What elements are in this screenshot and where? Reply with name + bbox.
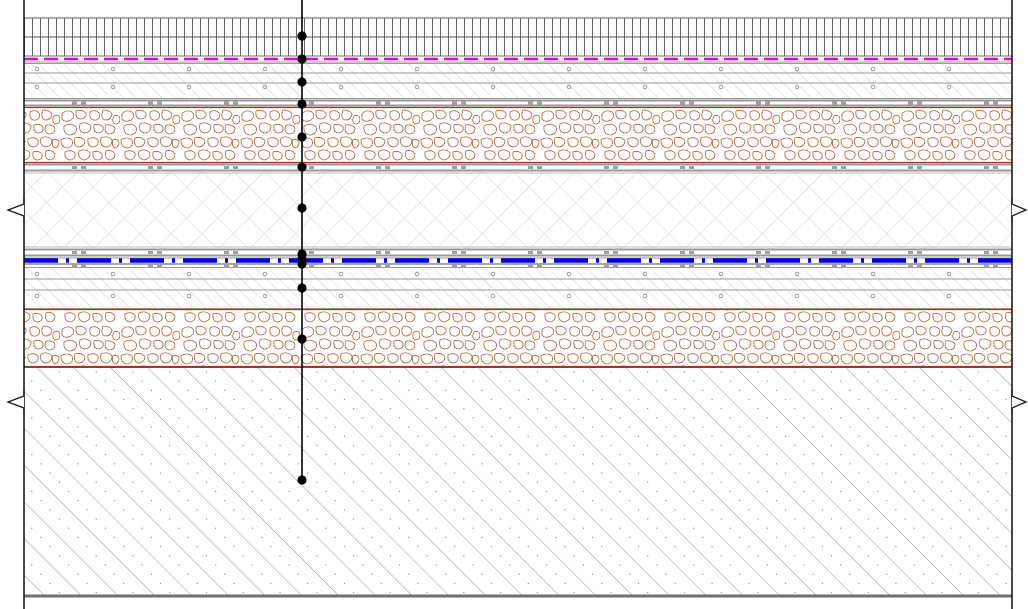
- leader-marker: [297, 162, 307, 172]
- magenta-membrane: [24, 55, 1012, 63]
- upper-plate: [24, 99, 1012, 107]
- leader-marker: [297, 475, 307, 485]
- upper-gravel-layer: [24, 106, 1012, 164]
- left-break-symbol: [6, 389, 25, 415]
- leader-marker: [297, 54, 307, 64]
- right-break-symbol: [1011, 389, 1028, 415]
- leader-marker: [297, 77, 307, 87]
- leader-marker: [297, 259, 307, 269]
- leader-marker: [297, 31, 307, 41]
- leader-marker: [297, 283, 307, 293]
- lower-plate: [24, 248, 1012, 257]
- section-outline: [6, 0, 1028, 609]
- lower-gravel-layer: [24, 308, 1012, 368]
- leader-marker: [297, 99, 307, 109]
- lower-hatched-band: [24, 267, 1012, 309]
- leader-marker: [297, 132, 307, 142]
- concrete-base: [24, 367, 1012, 596]
- right-break-symbol: [1011, 197, 1028, 223]
- layer-leader-line: [297, 0, 307, 485]
- leader-marker: [297, 203, 307, 213]
- leader-marker: [297, 334, 307, 344]
- upper-hatched-band: [24, 63, 1012, 99]
- top-grid-layer: [24, 17, 1012, 57]
- layer-stack: [24, 17, 1012, 596]
- insulation-layer: [24, 172, 1012, 248]
- middle-plate: [24, 163, 1012, 172]
- blue-membrane: [24, 257, 1012, 267]
- left-break-symbol: [6, 197, 25, 223]
